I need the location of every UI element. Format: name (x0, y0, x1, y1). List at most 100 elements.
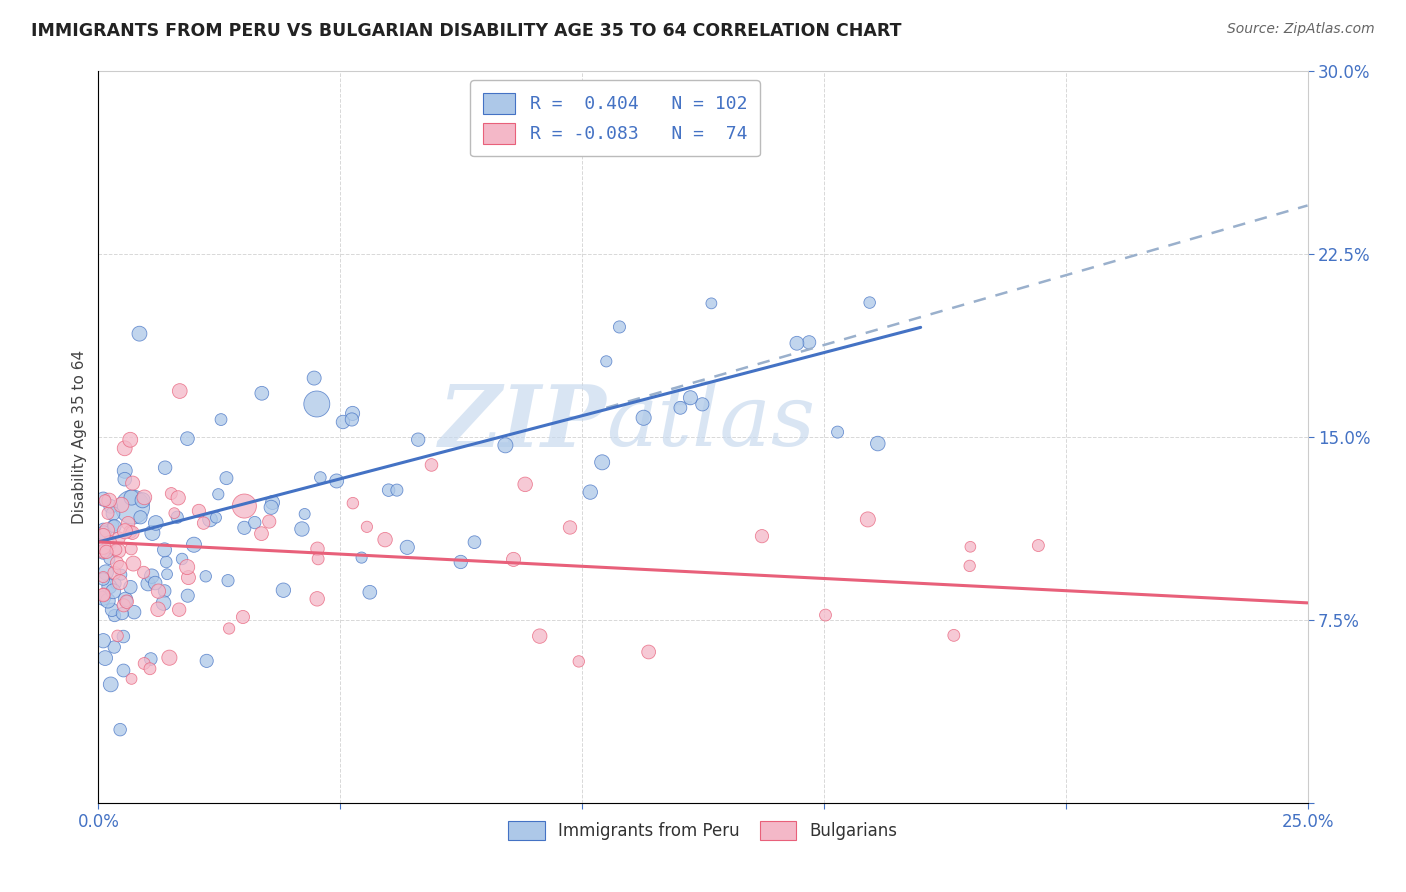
Point (233, 499, 256, 513)
Point (98, 493, 121, 508)
Point (273, 583, 295, 598)
Point (139, 662, 162, 676)
Point (114, 472, 136, 486)
Point (145, 516, 167, 530)
Point (146, 602, 169, 616)
Point (176, 560, 198, 574)
Point (751, 529, 773, 543)
Text: atlas: atlas (606, 381, 815, 464)
Point (152, 596, 174, 610)
Point (134, 491, 156, 505)
Point (579, 485, 602, 500)
Point (112, 599, 135, 613)
Point (91, 540, 114, 554)
Point (101, 603, 124, 617)
Point (463, 535, 485, 549)
Point (98, 552, 121, 566)
Point (111, 607, 134, 621)
Point (103, 584, 125, 599)
Point (91, 522, 114, 536)
Point (120, 580, 142, 594)
Point (262, 495, 284, 509)
Point (177, 589, 200, 603)
Point (105, 556, 128, 570)
Point (114, 464, 136, 478)
Point (114, 592, 136, 607)
Point (633, 410, 655, 425)
Point (134, 657, 156, 671)
Point (217, 574, 239, 588)
Point (91, 570, 114, 584)
Point (155, 555, 177, 569)
Point (294, 507, 316, 521)
Point (700, 296, 723, 310)
Point (1028, 539, 1050, 553)
Point (558, 520, 581, 534)
Point (797, 335, 820, 350)
Point (814, 608, 837, 623)
Point (187, 504, 209, 518)
Point (107, 531, 129, 545)
Point (166, 510, 188, 524)
Point (120, 433, 142, 447)
Point (309, 470, 332, 484)
Point (93, 526, 115, 541)
Point (377, 483, 399, 497)
Point (260, 500, 283, 515)
Point (100, 500, 122, 514)
Point (115, 595, 138, 609)
Point (122, 557, 145, 571)
Point (420, 458, 443, 472)
Point (141, 569, 163, 583)
Point (609, 320, 631, 334)
Point (340, 412, 363, 426)
Point (128, 326, 150, 341)
Point (827, 425, 849, 439)
Point (110, 498, 132, 512)
Point (167, 602, 190, 616)
Point (198, 512, 221, 526)
Point (103, 519, 125, 533)
Point (177, 571, 200, 585)
Point (302, 371, 325, 385)
Point (959, 558, 981, 573)
Point (866, 436, 889, 450)
Point (406, 433, 429, 447)
Point (167, 491, 190, 505)
Point (692, 397, 714, 411)
Point (591, 455, 613, 469)
Point (342, 496, 364, 510)
Point (94, 566, 117, 580)
Point (307, 551, 329, 566)
Point (120, 524, 142, 539)
Point (207, 487, 229, 501)
Point (121, 500, 143, 514)
Point (91, 491, 114, 506)
Point (942, 628, 965, 642)
Point (91, 572, 114, 586)
Point (595, 354, 617, 368)
Point (91, 528, 114, 542)
Point (139, 652, 162, 666)
Point (141, 525, 163, 540)
Point (91, 633, 114, 648)
Point (332, 415, 354, 429)
Point (450, 555, 472, 569)
Y-axis label: Disability Age 35 to 64: Disability Age 35 to 64 (72, 350, 87, 524)
Point (195, 654, 218, 668)
Point (122, 605, 145, 619)
Point (153, 584, 176, 599)
Point (350, 550, 373, 565)
Point (153, 542, 176, 557)
Point (374, 533, 396, 547)
Point (250, 386, 273, 401)
Point (94, 651, 117, 665)
Point (529, 629, 551, 643)
Point (91, 588, 114, 602)
Point (120, 541, 142, 556)
Point (502, 552, 524, 566)
Point (104, 576, 127, 591)
Text: IMMIGRANTS FROM PERU VS BULGARIAN DISABILITY AGE 35 TO 64 CORRELATION CHART: IMMIGRANTS FROM PERU VS BULGARIAN DISABI… (31, 22, 901, 40)
Point (307, 541, 329, 556)
Point (114, 524, 136, 539)
